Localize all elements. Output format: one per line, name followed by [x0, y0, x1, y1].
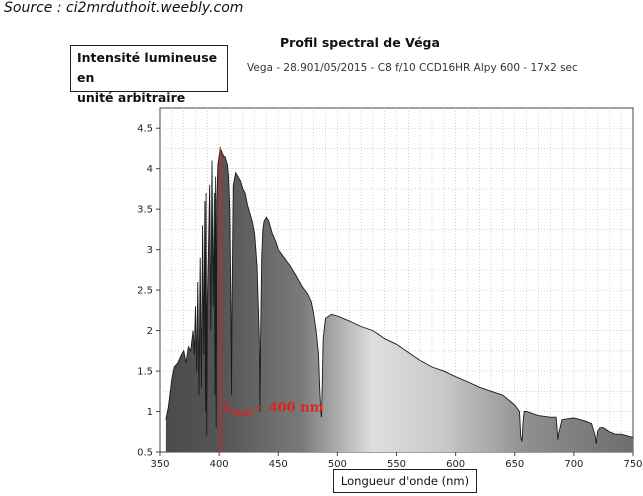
- lambda-value: ~ 400 nm: [253, 401, 324, 416]
- y-axis-label-line-1: Intensité lumineuse en: [77, 50, 218, 85]
- y-tick-label: 1.5: [137, 367, 153, 378]
- y-axis-label-line-2: unité arbitraire: [77, 90, 186, 105]
- x-tick-label: 500: [328, 459, 347, 470]
- x-tick-label: 750: [623, 459, 642, 470]
- spectrum-area: [165, 148, 633, 452]
- x-tick-label: 450: [269, 459, 288, 470]
- y-tick-label: 2: [147, 326, 153, 337]
- source-credit: Source : ci2mrduthoit.weebly.com: [4, 0, 244, 16]
- chart-subtitle: Vega - 28.901/05/2015 - C8 f/10 CCD16HR …: [247, 62, 578, 74]
- x-tick-label: 350: [150, 459, 169, 470]
- x-tick-label: 400: [210, 459, 229, 470]
- chart-title: Profil spectral de Véga: [280, 35, 440, 50]
- y-tick-label: 4: [147, 164, 153, 175]
- y-tick-label: 4.5: [137, 124, 153, 135]
- y-tick-label: 0.5: [137, 448, 153, 459]
- y-tick-label: 3: [147, 245, 153, 256]
- x-tick-label: 700: [564, 459, 583, 470]
- y-tick-label: 1: [147, 407, 153, 418]
- x-axis-label-box: Longueur d'onde (nm): [333, 469, 477, 493]
- lambda-subscript: max: [232, 409, 253, 419]
- x-tick-label: 550: [387, 459, 406, 470]
- x-tick-label: 600: [446, 459, 465, 470]
- lambda-max-label: λmax~ 400 nm: [223, 401, 323, 419]
- y-axis-label-box: Intensité lumineuse en unité arbitraire: [70, 45, 228, 105]
- spectrum-line: [165, 147, 634, 444]
- x-tick-label: 650: [505, 459, 524, 470]
- y-tick-label: 2.5: [137, 286, 153, 297]
- lambda-symbol: λ: [223, 401, 232, 416]
- y-tick-label: 3.5: [137, 205, 153, 216]
